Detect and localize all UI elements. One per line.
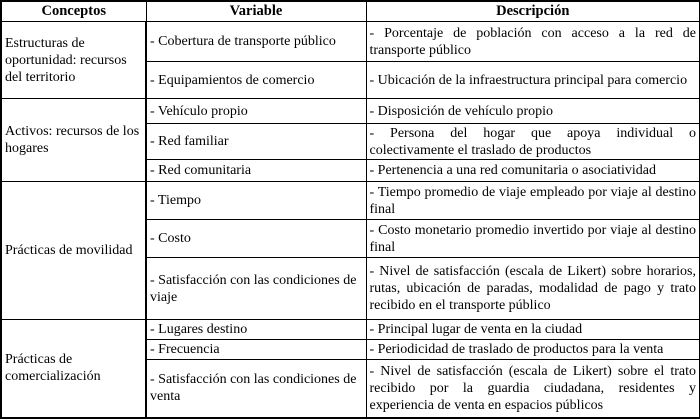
- descripcion-cell: - Costo monetario promedio invertido por…: [365, 219, 700, 258]
- descripcion-cell: - Nivel de satisfacción (escala de Liker…: [365, 359, 700, 419]
- header-row: Conceptos Variable Descripción: [0, 0, 700, 22]
- header-descripcion: Descripción: [365, 0, 700, 22]
- table-row: - Satisfacción con las condiciones de vi…: [1, 257, 700, 320]
- descripcion-cell: - Ubicación de la infraestructura princi…: [365, 61, 700, 99]
- table-row: - Costo - Costo monetario promedio invert…: [1, 219, 700, 258]
- variable-cell: - Lugares destino: [145, 319, 367, 340]
- table-row: - Frecuencia - Periodicidad de traslado d…: [1, 339, 700, 360]
- variable-cell: - Satisfacción con las condiciones de vi…: [145, 257, 367, 320]
- table-row: Estructuras de oportunidad: recursos del…: [0, 21, 700, 99]
- variable-cell: - Costo: [145, 219, 367, 258]
- concepto-cell: Estructuras de oportunidad: recursos del…: [0, 21, 147, 99]
- descripcion-cell: - Persona del hogar que apoya individual…: [365, 123, 700, 160]
- table-row: Activos: recursos de los hogares - Vehícu…: [0, 98, 700, 182]
- variable-cell: - Equipamientos de comercio: [145, 61, 367, 99]
- descripcion-cell: - Pertenencia a una red comunitaria o as…: [365, 159, 700, 182]
- header-variable: Variable: [145, 0, 367, 22]
- variable-cell: - Red comunitaria: [145, 159, 367, 182]
- table-row: - Satisfacción con las condiciones de ve…: [1, 359, 700, 419]
- descripcion-cell: - Tiempo promedio de viaje empleado por …: [365, 181, 700, 220]
- descripcion-cell: - Disposición de vehículo propio: [365, 98, 700, 124]
- variable-cell: - Vehículo propio: [145, 98, 367, 124]
- variable-cell: - Tiempo: [145, 181, 367, 220]
- header-conceptos: Conceptos: [0, 0, 147, 22]
- table-row: - Equipamientos de comercio - Ubicación d…: [1, 61, 700, 99]
- table-body: Estructuras de oportunidad: recursos del…: [0, 21, 700, 419]
- variable-cell: - Red familiar: [145, 123, 367, 160]
- variable-cell: - Satisfacción con las condiciones de ve…: [145, 359, 367, 419]
- descripcion-cell: - Periodicidad de traslado de productos …: [365, 339, 700, 360]
- descripcion-cell: - Nivel de satisfacción (escala de Liker…: [365, 257, 700, 320]
- table-row: - Red familiar - Persona del hogar que ap…: [1, 123, 700, 160]
- table-row: - Red comunitaria - Pertenencia a una red…: [1, 159, 700, 182]
- table-row: Prácticas de comercialización - Lugares d…: [0, 319, 700, 419]
- concepto-cell: Prácticas de movilidad: [0, 181, 147, 320]
- variable-cell: - Frecuencia: [145, 339, 367, 360]
- table-row: Prácticas de movilidad - Tiempo - Tiempo p…: [0, 181, 700, 320]
- descripcion-cell: - Porcentaje de población con acceso a l…: [365, 21, 700, 62]
- concepto-cell: Prácticas de comercialización: [0, 319, 147, 419]
- concepto-cell: Activos: recursos de los hogares: [0, 98, 147, 182]
- variable-cell: - Cobertura de transporte público: [145, 21, 367, 62]
- descripcion-cell: - Principal lugar de venta en la ciudad: [365, 319, 700, 340]
